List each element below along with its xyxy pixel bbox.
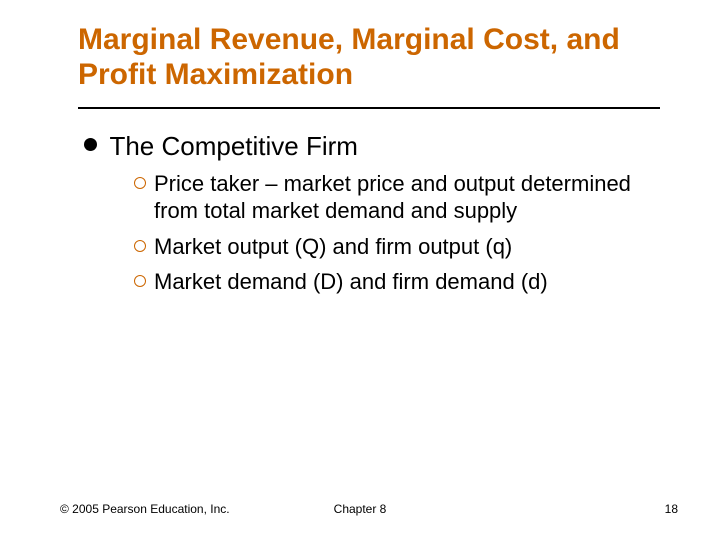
bullet-hollow-icon: [134, 177, 146, 189]
bullet-text-1: Price taker – market price and output de…: [154, 170, 660, 225]
slide-title: Marginal Revenue, Marginal Cost, and Pro…: [78, 22, 660, 93]
bullet-hollow-icon: [134, 240, 146, 252]
bullet-item-1: Price taker – market price and output de…: [134, 170, 660, 225]
heading-text: The Competitive Firm: [109, 131, 358, 161]
footer-chapter: Chapter 8: [334, 502, 387, 516]
slide-container: Marginal Revenue, Marginal Cost, and Pro…: [0, 0, 720, 540]
footer-page-number: 18: [665, 502, 678, 516]
bullet-item-2: Market output (Q) and firm output (q): [134, 233, 660, 261]
title-underline: [78, 107, 660, 109]
bullet-text-3: Market demand (D) and firm demand (d): [154, 268, 548, 296]
footer: © 2005 Pearson Education, Inc. Chapter 8…: [0, 502, 720, 516]
bullet-hollow-icon: [134, 275, 146, 287]
bullet-text-2: Market output (Q) and firm output (q): [154, 233, 512, 261]
bullet-solid-icon: [84, 138, 97, 151]
heading-row: The Competitive Firm: [84, 131, 660, 162]
bullet-item-3: Market demand (D) and firm demand (d): [134, 268, 660, 296]
footer-copyright: © 2005 Pearson Education, Inc.: [60, 502, 230, 516]
